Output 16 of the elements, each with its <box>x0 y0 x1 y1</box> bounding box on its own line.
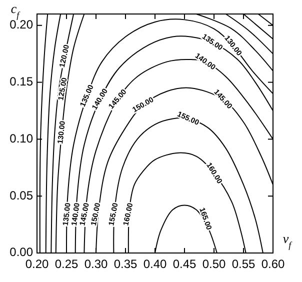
x-tick-label: 0.60 <box>261 257 285 271</box>
x-tick-label: 0.20 <box>25 257 49 271</box>
x-tick-label: 0.50 <box>202 257 226 271</box>
x-tick-label: 0.45 <box>172 257 196 271</box>
y-tick-label: 0.05 <box>10 188 34 202</box>
y-tick-label: 0.20 <box>10 18 34 32</box>
y-tick-label: 0.10 <box>10 131 34 146</box>
x-axis-title: v$_{f}$ <box>282 231 293 250</box>
x-tick-label: 0.40 <box>143 257 167 271</box>
y-axis-title: c$_{f}$ <box>10 1 21 20</box>
x-tick-label: 0.30 <box>84 257 108 271</box>
y-tick-label: 0.00 <box>10 245 34 260</box>
x-tick-label: 0.55 <box>232 257 256 271</box>
x-tick-label: 0.35 <box>114 257 138 271</box>
x-tick-label: 0.25 <box>54 257 78 271</box>
y-tick-label: 0.15 <box>10 74 34 88</box>
